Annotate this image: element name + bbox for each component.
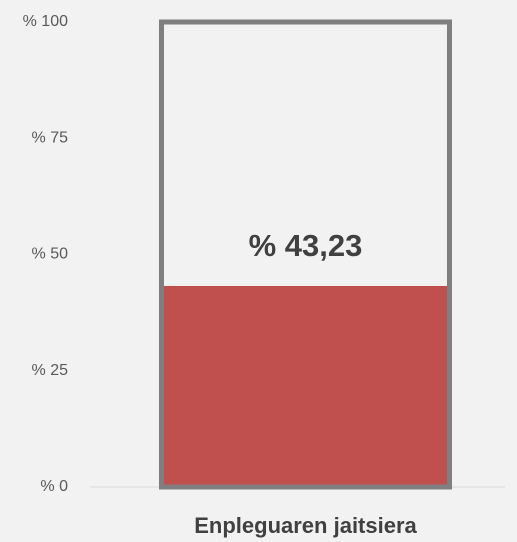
- y-tick-label: % 75: [32, 129, 69, 146]
- y-tick-label: % 100: [23, 13, 68, 30]
- bar: [161, 285, 450, 487]
- bar-frame: [159, 19, 452, 490]
- y-tick-label: % 0: [40, 478, 68, 495]
- data-label: % 43,23: [249, 228, 363, 263]
- y-tick-label: % 25: [32, 362, 69, 379]
- x-tick-label: Enpleguaren jaitsiera: [194, 513, 417, 538]
- y-tick-label: % 50: [32, 246, 69, 263]
